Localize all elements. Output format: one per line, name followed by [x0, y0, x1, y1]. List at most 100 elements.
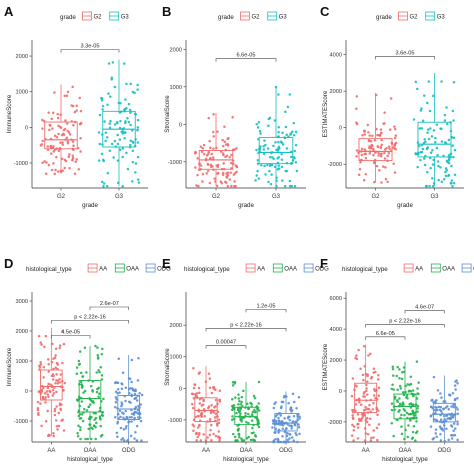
data-point — [72, 144, 75, 148]
data-point — [203, 414, 206, 418]
data-point — [432, 158, 435, 162]
data-point — [246, 412, 250, 416]
data-point — [88, 423, 91, 426]
data-point — [398, 397, 401, 400]
data-point — [78, 96, 82, 100]
data-point — [65, 94, 69, 97]
legend-entry: G2 — [252, 15, 261, 21]
data-point — [230, 184, 233, 188]
data-point — [436, 154, 439, 157]
data-point — [58, 125, 62, 129]
data-point — [228, 155, 231, 159]
data-point — [428, 156, 432, 160]
data-point — [400, 377, 404, 381]
data-point — [116, 387, 120, 391]
data-point — [443, 119, 447, 122]
data-point — [453, 427, 457, 430]
data-point — [101, 104, 105, 108]
data-point — [137, 356, 140, 360]
data-point — [130, 420, 133, 423]
data-point — [406, 397, 409, 400]
data-point — [369, 352, 372, 356]
data-point — [38, 368, 41, 371]
data-point — [51, 378, 55, 381]
data-point — [50, 360, 54, 364]
data-point — [63, 127, 67, 131]
data-point — [414, 439, 417, 442]
data-point — [39, 341, 42, 344]
data-point — [197, 386, 201, 390]
data-point — [450, 425, 454, 428]
data-point — [239, 417, 242, 421]
data-point — [440, 127, 443, 131]
data-point — [382, 122, 385, 126]
legend-entry: ODG — [157, 267, 171, 273]
data-point — [136, 408, 140, 412]
data-point — [218, 389, 222, 393]
data-point — [372, 371, 375, 374]
data-point — [386, 154, 389, 158]
data-point — [383, 111, 386, 114]
data-point — [256, 126, 260, 129]
data-point — [450, 164, 453, 168]
y-axis-label: ESTIMATEScore — [322, 343, 329, 390]
data-point — [398, 376, 401, 380]
data-point — [213, 416, 217, 419]
data-point — [129, 123, 132, 127]
data-point — [74, 160, 77, 164]
y-tick-label: 2000 — [330, 89, 342, 95]
data-point — [231, 380, 235, 384]
data-point — [96, 346, 99, 349]
data-point — [276, 168, 280, 171]
x-axis-label: histological_type — [223, 456, 269, 463]
data-point — [359, 161, 362, 164]
data-point — [402, 407, 405, 411]
data-point — [292, 121, 296, 125]
data-point — [139, 416, 142, 419]
data-point — [78, 404, 82, 408]
data-point — [59, 408, 63, 411]
data-point — [99, 406, 102, 410]
data-point — [124, 386, 128, 390]
data-point — [390, 387, 393, 391]
comparison-pvalue: 2.6e-07 — [100, 301, 119, 307]
data-point — [92, 401, 95, 405]
data-point — [276, 157, 279, 160]
data-point — [449, 121, 452, 124]
x-tick-label: G2 — [212, 194, 221, 200]
data-point — [445, 106, 448, 109]
data-point — [104, 131, 108, 135]
data-point — [417, 381, 420, 384]
x-tick-label: ODG — [437, 448, 451, 454]
data-point — [52, 374, 55, 378]
data-point — [135, 399, 139, 402]
data-point — [364, 405, 367, 409]
data-point — [91, 380, 95, 383]
data-point — [283, 417, 286, 420]
data-point — [127, 420, 131, 423]
data-point — [105, 184, 109, 188]
data-point — [290, 427, 293, 430]
data-point — [210, 152, 213, 156]
data-point — [58, 146, 62, 150]
data-point — [91, 389, 94, 392]
data-point — [198, 419, 202, 422]
data-point — [351, 408, 354, 412]
data-point — [81, 419, 85, 423]
data-point — [120, 438, 123, 441]
data-point — [288, 415, 291, 418]
legend-entry: AA — [99, 267, 107, 273]
data-point — [355, 107, 358, 110]
data-point — [222, 153, 225, 157]
data-point — [410, 437, 414, 440]
data-point — [136, 416, 140, 419]
data-point — [442, 424, 446, 427]
data-point — [129, 401, 132, 404]
data-point — [366, 411, 370, 414]
data-point — [116, 133, 119, 137]
data-point — [76, 435, 80, 438]
data-point — [449, 152, 453, 156]
data-point — [254, 435, 258, 438]
data-point — [369, 377, 373, 380]
data-point — [231, 404, 234, 408]
